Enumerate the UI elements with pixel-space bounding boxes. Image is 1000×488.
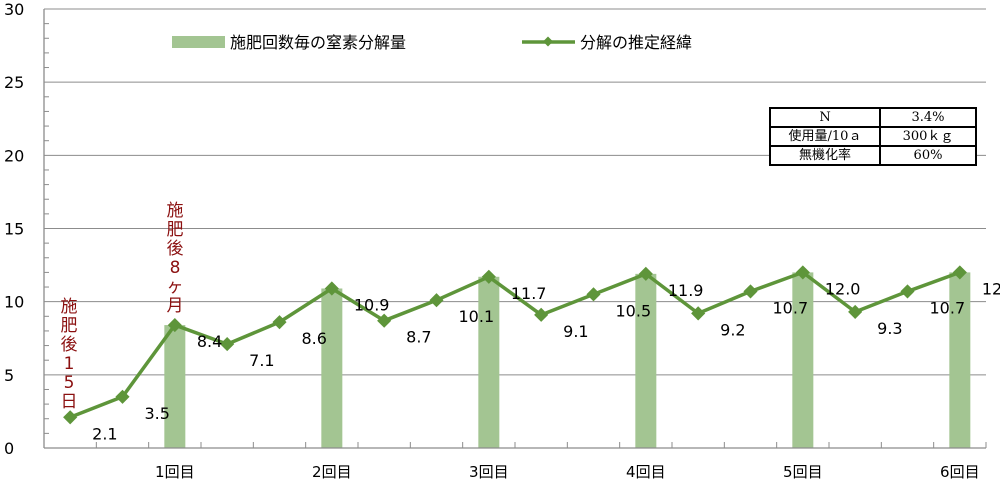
data-label: 10.7 bbox=[930, 298, 966, 317]
data-label: 2.1 bbox=[92, 424, 117, 443]
x-tick-label: 6回目 bbox=[940, 463, 980, 481]
legend-diamond-icon bbox=[543, 36, 553, 47]
param-key: 使用量/10ａ bbox=[769, 126, 881, 147]
param-key: 無機化率 bbox=[769, 145, 881, 166]
line-series bbox=[63, 265, 967, 425]
table-row: 使用量/10ａ 300ｋｇ bbox=[769, 126, 977, 147]
data-label: 9.2 bbox=[720, 320, 745, 339]
y-axis: 0 5 10 15 20 25 30 bbox=[4, 0, 49, 458]
annotation-char: 施 bbox=[61, 297, 78, 317]
annotation-char: 肥 bbox=[167, 220, 184, 240]
x-tick-label: 5回目 bbox=[783, 463, 823, 481]
trend-line bbox=[69, 270, 961, 419]
annotation-char: 肥 bbox=[61, 316, 78, 336]
data-label: 10.9 bbox=[354, 295, 390, 314]
annotation-char: 5 bbox=[64, 373, 75, 393]
diamond-marker-icon bbox=[272, 315, 287, 330]
diamond-marker-icon bbox=[691, 306, 706, 321]
diamond-marker-icon bbox=[324, 281, 339, 296]
param-value: 60% bbox=[879, 145, 977, 166]
x-tick-label: 3回目 bbox=[469, 463, 509, 481]
bar bbox=[321, 288, 343, 448]
data-label: 10.7 bbox=[773, 298, 809, 317]
x-tick-label: 4回目 bbox=[626, 463, 666, 481]
legend-bar-swatch bbox=[172, 36, 225, 48]
diamond-marker-icon bbox=[795, 265, 810, 280]
data-label: 12.0 bbox=[825, 279, 861, 298]
y-tick-label: 25 bbox=[4, 73, 24, 92]
y-tick-label: 0 bbox=[4, 439, 14, 458]
diamond-marker-icon bbox=[63, 410, 78, 425]
annotation-char: 8 bbox=[170, 258, 181, 278]
legend: 施肥回数毎の窒素分解量 分解の推定経緯 bbox=[172, 33, 692, 52]
diamond-marker-icon bbox=[167, 318, 182, 333]
diamond-marker-icon bbox=[115, 389, 130, 404]
annotation-char: 後 bbox=[167, 239, 184, 259]
diamond-marker-icon bbox=[848, 304, 863, 319]
diamond-marker-icon bbox=[429, 293, 444, 308]
annotation-char: ヶ bbox=[167, 277, 184, 297]
parameters-table: N 3.4% 使用量/10ａ 300ｋｇ 無機化率 60% bbox=[769, 107, 977, 166]
data-label: 10.1 bbox=[459, 307, 495, 326]
data-label: 9.3 bbox=[877, 319, 902, 338]
bar bbox=[635, 273, 657, 448]
annotation-char: 施 bbox=[167, 201, 184, 221]
y-tick-label: 15 bbox=[4, 220, 24, 239]
data-label: 8.4 bbox=[197, 332, 222, 351]
diamond-marker-icon bbox=[220, 337, 235, 352]
annotation-char: 日 bbox=[61, 392, 78, 412]
param-value: 300ｋｇ bbox=[879, 126, 977, 147]
bar bbox=[164, 325, 186, 448]
legend-line-label: 分解の推定経緯 bbox=[580, 33, 692, 52]
diamond-marker-icon bbox=[377, 313, 392, 328]
table-row: 無機化率 60% bbox=[769, 145, 977, 166]
gridlines bbox=[44, 8, 986, 376]
y-tick-label: 30 bbox=[4, 0, 24, 19]
annotation-char: 1 bbox=[64, 354, 75, 374]
bar bbox=[949, 272, 971, 448]
annotation-char: 月 bbox=[167, 296, 184, 316]
bar bbox=[792, 272, 814, 448]
y-tick-label: 5 bbox=[4, 366, 14, 385]
x-tick-label: 1回目 bbox=[155, 463, 195, 481]
data-label: 3.5 bbox=[145, 404, 170, 423]
data-label: 12.0 bbox=[982, 279, 1000, 298]
diamond-marker-icon bbox=[900, 284, 915, 299]
data-labels: 2.1 3.5 8.4 7.1 8.6 10.9 8.7 10.1 11.7 9.1 10.5 11.… bbox=[92, 279, 1000, 443]
diamond-marker-icon bbox=[481, 269, 496, 284]
bar bbox=[478, 276, 500, 448]
data-label: 8.6 bbox=[302, 329, 327, 348]
diamond-marker-icon bbox=[534, 307, 549, 322]
y-tick-label: 10 bbox=[4, 293, 24, 312]
y-tick-label: 20 bbox=[4, 146, 24, 165]
table-row: N 3.4% bbox=[769, 107, 977, 128]
bar-series bbox=[164, 272, 971, 448]
param-value: 3.4% bbox=[879, 107, 977, 128]
diamond-marker-icon bbox=[952, 265, 967, 280]
diamond-marker-icon bbox=[586, 287, 601, 302]
param-key: N bbox=[769, 107, 881, 128]
data-label: 9.1 bbox=[563, 322, 588, 341]
diamond-marker-icon bbox=[743, 284, 758, 299]
diamond-marker-icon bbox=[638, 266, 653, 281]
x-tick-label: 2回目 bbox=[312, 463, 352, 481]
data-label: 7.1 bbox=[249, 351, 274, 370]
annotation-char: 後 bbox=[61, 335, 78, 355]
legend-bar-label: 施肥回数毎の窒素分解量 bbox=[230, 33, 406, 52]
x-axis: 1回目 2回目 3回目 4回目 5回目 6回目 bbox=[44, 442, 987, 481]
data-label: 11.7 bbox=[511, 284, 547, 303]
data-label: 11.9 bbox=[668, 281, 704, 300]
data-label: 8.7 bbox=[406, 328, 431, 347]
data-label: 10.5 bbox=[616, 301, 652, 320]
